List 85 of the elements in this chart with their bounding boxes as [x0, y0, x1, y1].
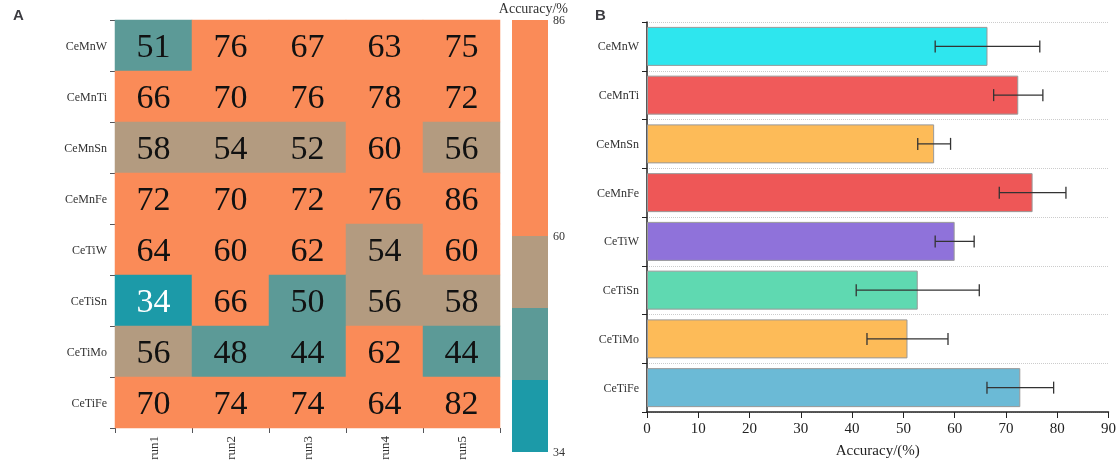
data-label: 66: [136, 78, 171, 115]
x-tick-label: run4: [377, 435, 392, 460]
data-label: 70: [213, 180, 248, 217]
data-label: 44: [290, 333, 325, 370]
data-label: 76: [290, 78, 325, 115]
y-tick-label: CeTiSn: [602, 283, 639, 298]
y-tick-label: CeTiMo: [598, 331, 639, 346]
data-label: 72: [290, 180, 325, 217]
data-label: 60: [213, 231, 248, 268]
x-tick-label: 90: [1101, 419, 1116, 436]
x-tick-label: run3: [300, 436, 315, 460]
y-tick-label: CeMnFe: [65, 191, 107, 206]
data-label: 86: [444, 180, 479, 217]
data-label: 54: [367, 231, 402, 268]
x-axis-title: Accuracy/(%): [835, 441, 920, 459]
data-label: 44: [444, 333, 479, 370]
chart-title: A: [13, 6, 24, 23]
y-tick-label: CeTiW: [604, 234, 640, 249]
bar: [647, 75, 1019, 115]
data-label: 60: [367, 129, 402, 166]
data-label: 50: [290, 282, 325, 319]
y-tick-label: CeMnTi: [66, 89, 108, 104]
data-label: 62: [290, 231, 325, 268]
x-tick-label: run5: [454, 436, 469, 460]
y-tick-label: CeMnW: [597, 39, 640, 54]
y-tick-label: CeTiW: [72, 242, 108, 257]
data-label: 74: [290, 384, 325, 421]
data-label: 56: [136, 333, 171, 370]
data-label: 51: [136, 27, 171, 64]
y-tick-label: CeTiFe: [71, 395, 107, 410]
color-bar-label: 34: [553, 445, 565, 459]
data-label: 54: [213, 129, 248, 166]
data-label: 76: [213, 27, 248, 64]
bar: [647, 270, 918, 310]
y-tick-label: CeMnFe: [597, 185, 639, 200]
y-tick-label: CeMnSn: [64, 140, 107, 155]
y-tick-label: CeTiMo: [66, 344, 107, 359]
data-label: 67: [290, 27, 325, 64]
bar: [647, 319, 908, 359]
x-tick-label: run1: [146, 436, 161, 460]
bar: [647, 368, 1021, 408]
bar: [647, 124, 935, 164]
x-tick-label: 30: [793, 419, 809, 436]
data-label: 82: [444, 384, 479, 421]
y-tick-label: CeTiFe: [603, 380, 639, 395]
data-label: 70: [213, 78, 248, 115]
data-label: 78: [367, 78, 402, 115]
y-tick-label: CeMnW: [65, 38, 108, 53]
data-label: 64: [136, 231, 171, 268]
data-label: 66: [213, 282, 248, 319]
data-label: 62: [367, 333, 402, 370]
y-tick-label: CeTiSn: [70, 293, 107, 308]
x-tick-label: 80: [1049, 419, 1065, 436]
data-label: 56: [367, 282, 402, 319]
x-tick-label: 70: [998, 419, 1014, 436]
data-label: 64: [367, 384, 402, 421]
data-label: 58: [136, 129, 171, 166]
data-label: 52: [290, 129, 325, 166]
x-tick-label: 10: [690, 419, 706, 436]
chart-title: B: [595, 6, 606, 23]
data-label: 63: [367, 27, 402, 64]
x-tick-label: 0: [643, 419, 651, 436]
data-label: 34: [136, 282, 171, 319]
data-label: 74: [213, 384, 248, 421]
data-label: 58: [444, 282, 479, 319]
bar: [647, 26, 988, 66]
data-label: 60: [444, 231, 479, 268]
data-label: 76: [367, 180, 402, 217]
color-bar-label: 60: [553, 229, 565, 243]
data-label: 72: [136, 180, 171, 217]
color-bar-label: 86: [553, 13, 565, 27]
data-label: 48: [213, 333, 248, 370]
x-tick-label: 20: [742, 419, 758, 436]
color-bar-title: Accuracy/%: [498, 1, 568, 16]
bar: [647, 173, 1033, 213]
y-tick-label: CeMnTi: [598, 88, 640, 103]
x-tick-label: 60: [947, 419, 963, 436]
x-tick-label: 40: [844, 419, 860, 436]
bar: [647, 221, 955, 261]
data-label: 75: [444, 27, 479, 64]
x-tick-label: run2: [223, 436, 238, 460]
data-label: 56: [444, 129, 479, 166]
y-tick-label: CeMnSn: [596, 136, 639, 151]
x-tick-label: 50: [895, 419, 911, 436]
data-label: 72: [444, 78, 479, 115]
